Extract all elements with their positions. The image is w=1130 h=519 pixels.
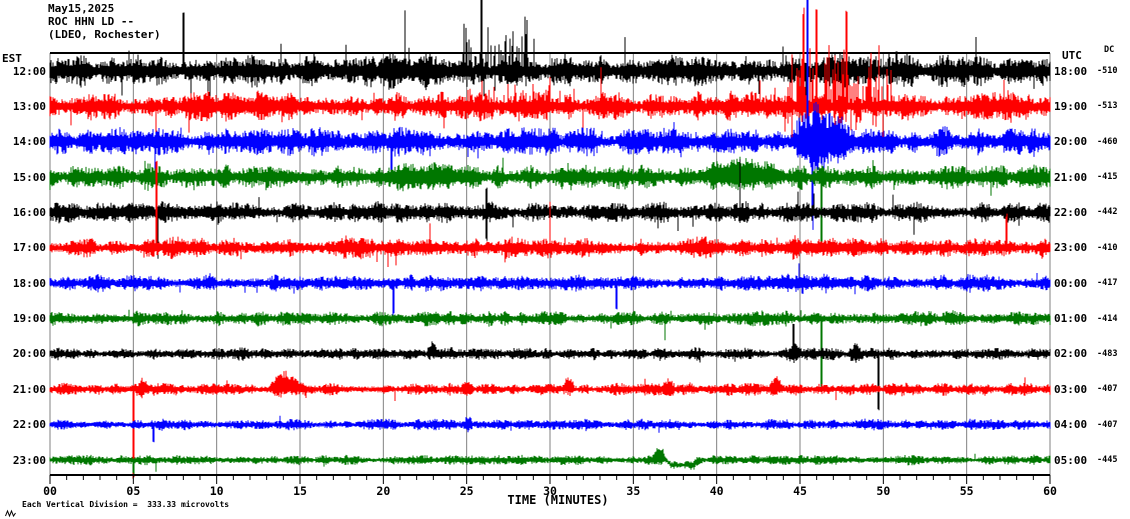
x-axis-title: TIME (MINUTES) <box>507 493 609 507</box>
seismogram-trace-0300utc <box>49 370 1051 479</box>
header-location: (LDEO, Rochester) <box>48 28 161 41</box>
seismogram-trace-2100utc <box>49 156 1051 251</box>
seismogram-trace-2000utc <box>49 0 1051 230</box>
seismogram-trace-2200utc <box>49 159 1051 259</box>
header-date: May15,2025 <box>48 2 115 15</box>
right-timezone-label: UTC <box>1062 49 1082 62</box>
seismogram-trace-0000utc <box>49 263 1051 317</box>
seismogram-trace-0500utc <box>49 448 1051 474</box>
seismogram-trace-1900utc <box>49 7 1051 147</box>
seismogram-trace-0200utc <box>49 323 1051 411</box>
seismogram-trace-0400utc <box>49 415 1051 443</box>
vertical-scale-note: Each Vertical Division = 333.33 microvol… <box>22 500 230 509</box>
seismogram-trace-1800utc <box>49 0 1051 110</box>
left-timezone-label: EST <box>2 52 22 65</box>
seismogram-trace-2300utc <box>49 160 1051 267</box>
seismogram-trace-0100utc <box>49 309 1051 388</box>
dc-column-header: DC <box>1104 45 1115 55</box>
seismo-logo-icon <box>5 503 17 519</box>
header-station: ROC HHN LD -- <box>48 15 135 28</box>
plot-header: May15,2025 ROC HHN LD -- (LDEO, Rocheste… <box>48 2 161 41</box>
